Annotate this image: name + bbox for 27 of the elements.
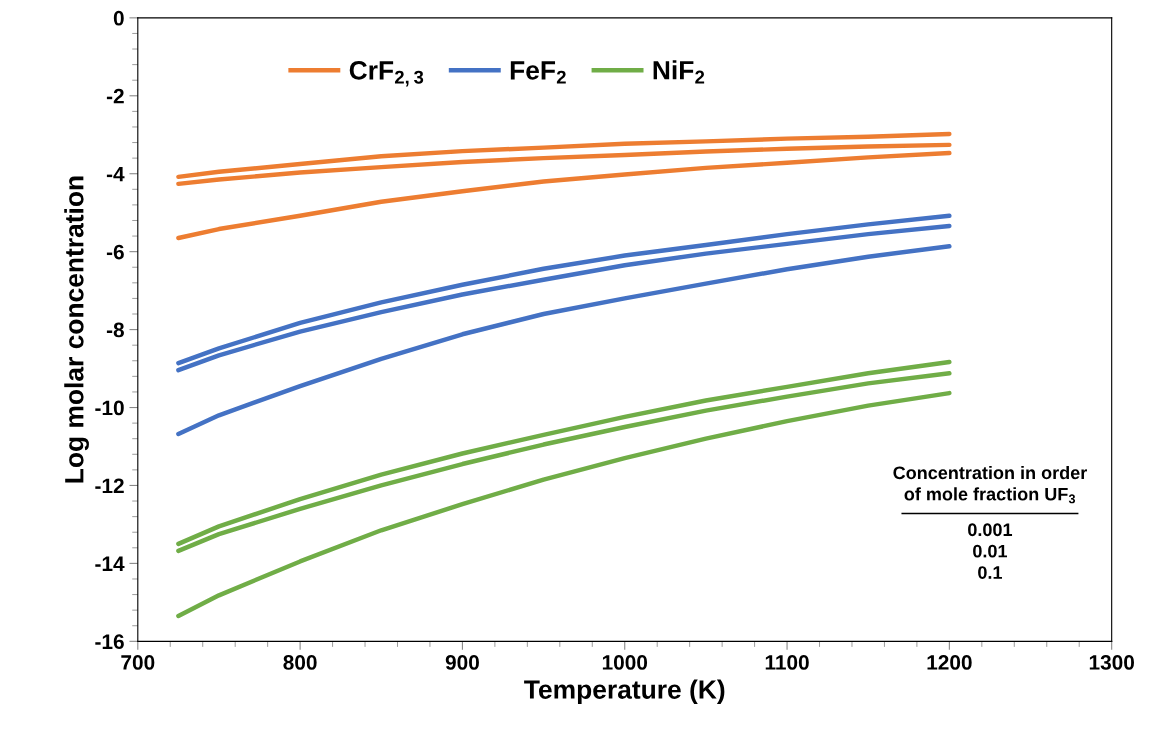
y-tick-label: -16 (95, 634, 124, 650)
legend-label: FeF$_{2}$ (510, 61, 566, 84)
y-tick-label: -4 (106, 166, 125, 182)
annotation: 0.001 0.01 0.1 (968, 523, 1013, 579)
y-tick-label: 0 (113, 10, 124, 26)
line-series (176, 243, 952, 437)
line-series (176, 131, 952, 180)
y-tick-label: -14 (95, 556, 125, 571)
y-tick-label: -10 (95, 400, 124, 416)
line-series (176, 150, 952, 241)
x-axis-title: Temperature (K) (524, 679, 725, 705)
legend-label: NiF$_{2}$ (653, 60, 705, 84)
y-axis-title: Log molar concentration (64, 176, 89, 483)
x-tick-label: 700 (121, 655, 155, 670)
annotation: Concentration in order of mole fraction UF$_{3}$ (893, 465, 1087, 504)
legend-label: CrF$_{2,3}$ (349, 60, 424, 87)
y-tick-label: -6 (106, 244, 124, 260)
x-tick-label: 1100 (765, 655, 809, 670)
x-tick-label: 1000 (602, 655, 648, 670)
x-tick-label: 800 (283, 655, 317, 670)
x-tick-label: 900 (445, 655, 479, 670)
y-tick-label: -12 (95, 478, 124, 494)
x-tick-label: 1200 (927, 655, 972, 670)
y-tick-label: -8 (106, 322, 124, 338)
line-series (176, 142, 952, 187)
y-tick-label: -2 (106, 88, 124, 104)
x-tick-label: 1300 (1089, 655, 1134, 670)
